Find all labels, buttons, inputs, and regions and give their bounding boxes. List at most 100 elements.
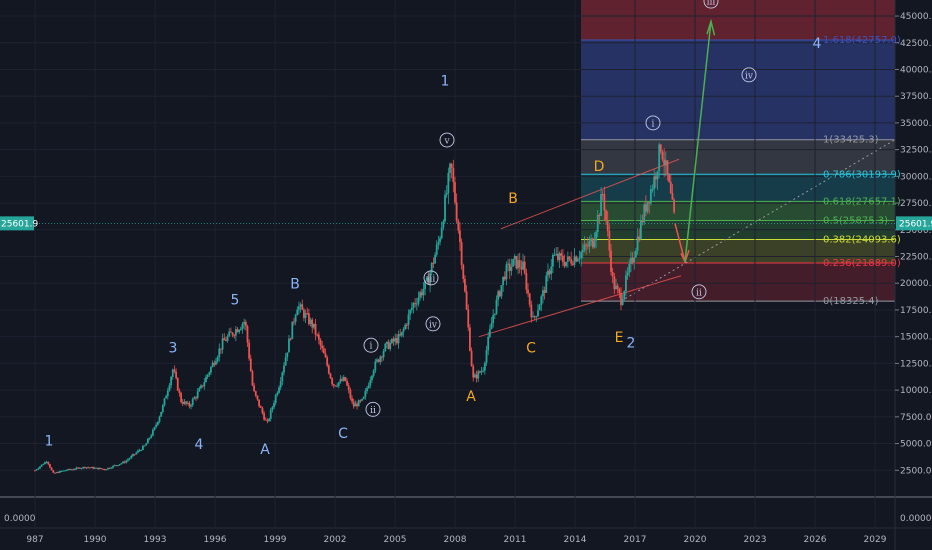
candle-body bbox=[102, 468, 104, 470]
candle-body bbox=[643, 204, 646, 223]
fib-zone bbox=[581, 239, 895, 264]
candle-body bbox=[457, 220, 460, 231]
circled-wave-ring bbox=[363, 337, 379, 353]
candle-body bbox=[42, 464, 45, 466]
candle-body bbox=[329, 373, 332, 379]
fib-level-label: 0.618(27657.1) bbox=[823, 196, 901, 207]
candle-body bbox=[437, 242, 440, 245]
fib-level-label: 1(33425.3) bbox=[823, 135, 879, 146]
circled-wave-label: ii bbox=[696, 288, 702, 298]
candle-body bbox=[520, 267, 523, 270]
candle-body bbox=[454, 182, 456, 203]
candle-body bbox=[517, 260, 519, 269]
y-tick-label: 20000.0 bbox=[900, 279, 932, 289]
candle-body bbox=[88, 467, 91, 469]
candle-body bbox=[176, 378, 179, 391]
candle-body bbox=[405, 324, 408, 326]
candle-body bbox=[474, 374, 476, 378]
candle-body bbox=[566, 256, 569, 262]
candle-body bbox=[142, 445, 144, 451]
candle-body bbox=[186, 402, 189, 404]
fib-level-label: 0.5(25875.3) bbox=[823, 215, 888, 226]
candle-body bbox=[389, 343, 392, 349]
y-tick-label: 37500.0 bbox=[900, 92, 932, 102]
fib-zone bbox=[581, 263, 895, 302]
candle-body bbox=[138, 450, 141, 452]
candle-body bbox=[122, 461, 124, 464]
candle-body bbox=[246, 326, 249, 343]
candle-body bbox=[193, 397, 196, 400]
candle-body bbox=[264, 419, 267, 421]
x-tick-label: 2008 bbox=[444, 535, 467, 545]
candle-body bbox=[337, 382, 340, 386]
candle-body bbox=[143, 445, 146, 447]
candle-body bbox=[664, 160, 667, 166]
candle-body bbox=[518, 260, 521, 268]
candle-body bbox=[85, 467, 88, 469]
candle-body bbox=[239, 328, 242, 330]
candle-body bbox=[402, 329, 405, 332]
candle-body bbox=[576, 259, 579, 262]
candle-body bbox=[658, 144, 661, 172]
candle-body bbox=[133, 454, 136, 456]
candle-body bbox=[321, 345, 324, 349]
candle-body bbox=[374, 361, 377, 371]
candle-body bbox=[485, 350, 488, 363]
candle-body bbox=[420, 292, 423, 296]
candle-body bbox=[469, 327, 471, 351]
candle-body bbox=[523, 261, 526, 274]
candle-body bbox=[130, 456, 133, 459]
candle-body bbox=[55, 472, 58, 474]
candle-body bbox=[628, 263, 631, 273]
wave-label: D bbox=[594, 159, 605, 175]
candle-body bbox=[545, 275, 548, 293]
candle-body bbox=[140, 450, 143, 452]
candle-body bbox=[447, 173, 450, 194]
candle-body bbox=[377, 359, 380, 362]
candle-body bbox=[190, 405, 192, 407]
candle-body bbox=[294, 315, 297, 322]
candle-body bbox=[354, 403, 357, 407]
candle-body bbox=[673, 199, 675, 213]
candle-body bbox=[253, 385, 256, 392]
wave-label: B bbox=[290, 277, 300, 293]
candle-body bbox=[498, 291, 501, 297]
candle-body bbox=[359, 400, 362, 402]
candle-body bbox=[668, 175, 671, 182]
candle-body bbox=[117, 465, 119, 467]
candle-body bbox=[234, 329, 237, 336]
candle-body bbox=[407, 314, 410, 325]
candle-body bbox=[236, 329, 239, 333]
candle-body bbox=[281, 372, 284, 382]
candle-body bbox=[623, 291, 626, 300]
candle-body bbox=[90, 467, 93, 469]
candle-body bbox=[425, 277, 428, 281]
candle-body bbox=[268, 418, 270, 421]
wave-label: 4 bbox=[813, 36, 822, 52]
circled-wave-label: ii bbox=[370, 406, 376, 416]
candle-body bbox=[78, 467, 81, 469]
candle-body bbox=[399, 334, 402, 336]
candle-body bbox=[77, 467, 80, 469]
lower-pane-tick-label-left: 0.0000 bbox=[4, 514, 36, 524]
projection-up-arrowhead bbox=[706, 18, 716, 36]
y-tick-label: 27500.0 bbox=[900, 199, 932, 209]
candle-body bbox=[610, 250, 612, 272]
candle-body bbox=[648, 202, 651, 204]
candle-body bbox=[332, 384, 335, 386]
candle-body bbox=[565, 261, 568, 267]
candle-body bbox=[115, 465, 118, 467]
candle-body bbox=[203, 382, 206, 387]
candle-body bbox=[440, 227, 443, 239]
candle-body bbox=[137, 450, 139, 453]
candle-body bbox=[550, 266, 553, 275]
candle-body bbox=[128, 458, 131, 460]
candle-body bbox=[384, 343, 387, 352]
candle-body bbox=[60, 471, 63, 473]
candle-body bbox=[603, 194, 606, 211]
candle-body bbox=[362, 396, 365, 399]
candle-body bbox=[613, 276, 616, 290]
candle-body bbox=[656, 171, 659, 180]
candle-body bbox=[535, 316, 538, 318]
